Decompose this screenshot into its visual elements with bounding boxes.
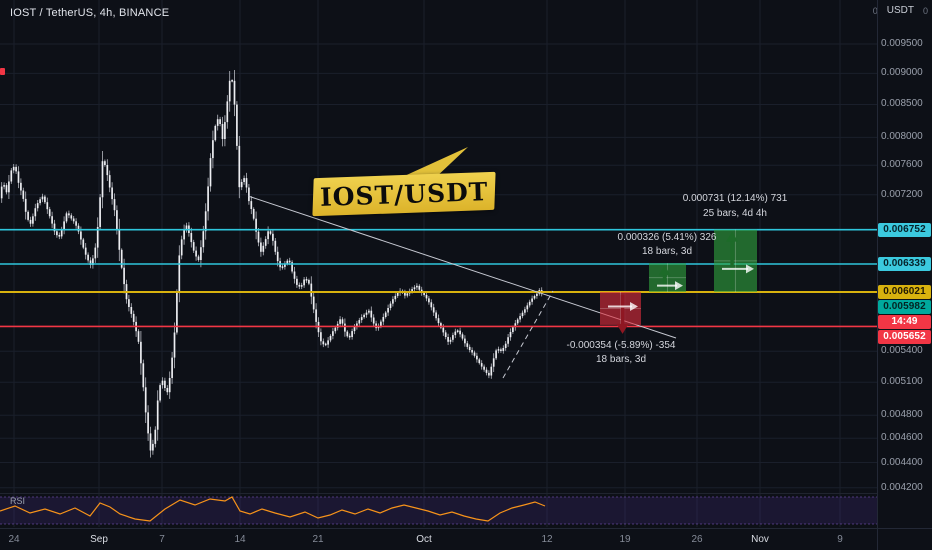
risk-value: -0.000354 (-5.89%) -354 (566, 340, 676, 351)
profit-zone-small[interactable] (649, 263, 686, 292)
time-tick-label: 19 (619, 534, 631, 545)
symbol-title[interactable]: IOST / TetherUS, 4h, BINANCE (10, 7, 170, 19)
price-tick-label: 0.004200 (881, 482, 923, 493)
time-axis-border (0, 528, 932, 529)
price-tick-label: 0.004800 (881, 409, 923, 420)
grid-lines (0, 0, 877, 527)
flag-callout[interactable]: IOST/USDT (312, 171, 496, 217)
time-tick-label: Sep (90, 534, 108, 545)
time-tick-label: 9 (837, 534, 843, 545)
time-tick-label: Nov (751, 534, 769, 545)
price-tick-label: 0.009500 (881, 38, 923, 49)
projection-small-duration: 18 bars, 3d (641, 246, 693, 257)
flag-pennant[interactable] (400, 147, 468, 179)
axis-zero-right: 0 (922, 5, 928, 16)
price-tick-label: 0.005100 (881, 376, 923, 387)
price-tick-label: 0.008500 (881, 98, 923, 109)
time-tick-label: 7 (159, 534, 165, 545)
time-tick-label: 24 (8, 534, 20, 545)
time-tick-label: 12 (541, 534, 553, 545)
rsi-indicator-label[interactable]: RSI (10, 496, 26, 506)
axis-unit-label: USDT (886, 5, 914, 16)
price-tick-label: 0.004400 (881, 457, 923, 468)
time-tick-label: 26 (691, 534, 703, 545)
projection-small-value: 0.000326 (5.41%) 326 (617, 232, 717, 243)
rsi-line[interactable] (0, 496, 546, 522)
time-tick-label: 21 (312, 534, 324, 545)
risk-duration: 18 bars, 3d (595, 354, 647, 365)
price-badge: 0.006021 (878, 285, 931, 299)
time-tick-label: 14 (234, 534, 246, 545)
price-badge: 0.005982 (878, 300, 931, 314)
axis-zero-left: 0 (872, 5, 878, 16)
price-tick-label: 0.005400 (881, 345, 923, 356)
rsi-pane[interactable] (0, 496, 877, 525)
price-tick-label: 0.007200 (881, 189, 923, 200)
price-badge: 0.006339 (878, 257, 931, 271)
price-tick-label: 0.008000 (881, 131, 923, 142)
time-tick-label: Oct (416, 534, 432, 545)
axis-unit-header: 0 USDT 0 (873, 5, 928, 16)
price-badge: 0.005652 (878, 330, 931, 344)
projection-big-duration: 25 bars, 4d 4h (703, 208, 767, 219)
price-axis-border (877, 0, 878, 550)
profit-zone-big[interactable] (714, 229, 757, 292)
alert-marker[interactable] (0, 68, 5, 75)
price-tick-label: 0.007600 (881, 159, 923, 170)
price-tick-label: 0.004600 (881, 432, 923, 443)
price-badge: 0.006752 (878, 223, 931, 237)
risk-zone[interactable] (600, 291, 641, 334)
flag-callout-label: IOST/USDT (319, 176, 489, 212)
projection-big-value: 0.000731 (12.14%) 731 (682, 193, 788, 204)
pane-separator[interactable] (0, 493, 877, 494)
countdown-badge: 14:49 (878, 315, 931, 329)
price-tick-label: 0.009000 (881, 67, 923, 78)
